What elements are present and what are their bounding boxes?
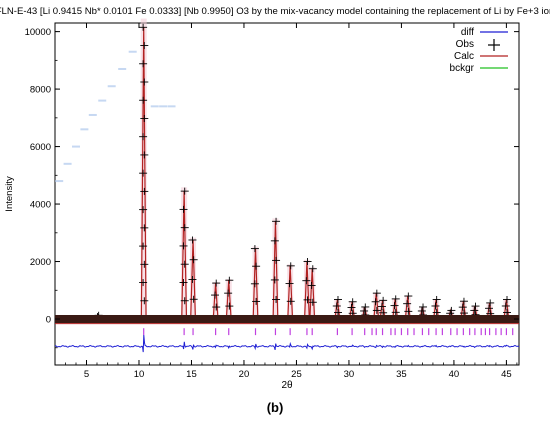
legend-label-calc: Calc <box>454 51 474 62</box>
x-axis-label: 2θ <box>281 380 293 391</box>
calc-band-21 <box>460 300 467 320</box>
calc-band-8 <box>287 264 294 320</box>
calc-band-17 <box>404 295 411 320</box>
legend: diff Obs Calc bckgr <box>450 27 508 74</box>
x-tick-label-7: 40 <box>449 369 460 380</box>
x-tick-label-1: 10 <box>134 369 145 380</box>
calc-band-5 <box>225 279 232 320</box>
chart-title: FLN-E-43 [Li 0.9415 Nb* 0.0101 Fe 0.0333… <box>0 6 550 17</box>
excluded-region-marks <box>55 50 176 183</box>
baseline-band <box>55 314 519 325</box>
x-tick-label-3: 20 <box>239 369 250 380</box>
y-tick-label-5: 10000 <box>25 27 51 38</box>
plot-frame <box>54 22 520 366</box>
x-tick-label-0: 5 <box>84 369 89 380</box>
calc-band-10 <box>309 267 316 320</box>
calc-band-23 <box>486 302 493 320</box>
calc-band-15 <box>379 299 386 320</box>
y-axis-label: Intensity <box>4 176 15 212</box>
y-tick-label-1: 2000 <box>30 257 51 268</box>
calc-band-4 <box>212 282 219 320</box>
obs-series <box>93 23 512 323</box>
obs-peak-1 <box>139 23 149 323</box>
x-tick-label-2: 15 <box>186 369 197 380</box>
calc-band-9 <box>303 259 310 320</box>
legend-label-bckgr: bckgr <box>450 63 475 74</box>
reflection-markers <box>143 328 514 336</box>
axes: 5 10 15 20 25 30 35 40 45 0 2000 4000 6000 8000 10000 <box>25 23 519 380</box>
calc-band-12 <box>349 301 356 320</box>
obs-peak-3 <box>188 236 198 323</box>
legend-swatch-obs <box>488 39 500 51</box>
baseline-fill <box>55 314 519 324</box>
x-tick-label-5: 30 <box>344 369 355 380</box>
calc-band-20 <box>447 310 454 320</box>
obs-peak-15 <box>377 296 388 323</box>
y-tick-label-4: 8000 <box>30 85 51 96</box>
calc-band-18 <box>419 306 426 320</box>
calc-series <box>95 27 510 320</box>
x-tick-label-8: 45 <box>501 369 512 380</box>
x-tick-label-4: 25 <box>291 369 302 380</box>
calc-band-13 <box>361 306 368 320</box>
calc-band-1 <box>140 18 147 320</box>
calc-band-11 <box>334 298 341 320</box>
legend-label-obs: Obs <box>456 39 474 50</box>
calc-band-7 <box>272 218 279 320</box>
calc-band-3 <box>190 237 197 320</box>
calc-band-16 <box>392 298 399 320</box>
calc-band-24 <box>503 298 510 320</box>
calc-bands <box>95 18 510 320</box>
y-tick-label-3: 6000 <box>30 142 51 153</box>
panel-label: (b) <box>267 400 284 415</box>
calc-band-14 <box>373 292 380 320</box>
calc-band-2 <box>181 187 188 320</box>
diff-line <box>55 334 520 353</box>
y-tick-label-0: 0 <box>46 315 51 326</box>
legend-label-diff: diff <box>461 27 474 38</box>
diff-series <box>55 334 520 353</box>
x-tick-label-6: 35 <box>396 369 407 380</box>
y-tick-label-2: 4000 <box>30 200 51 211</box>
calc-band-22 <box>471 305 478 320</box>
calc-band-6 <box>252 246 259 320</box>
calc-band-19 <box>433 298 440 320</box>
